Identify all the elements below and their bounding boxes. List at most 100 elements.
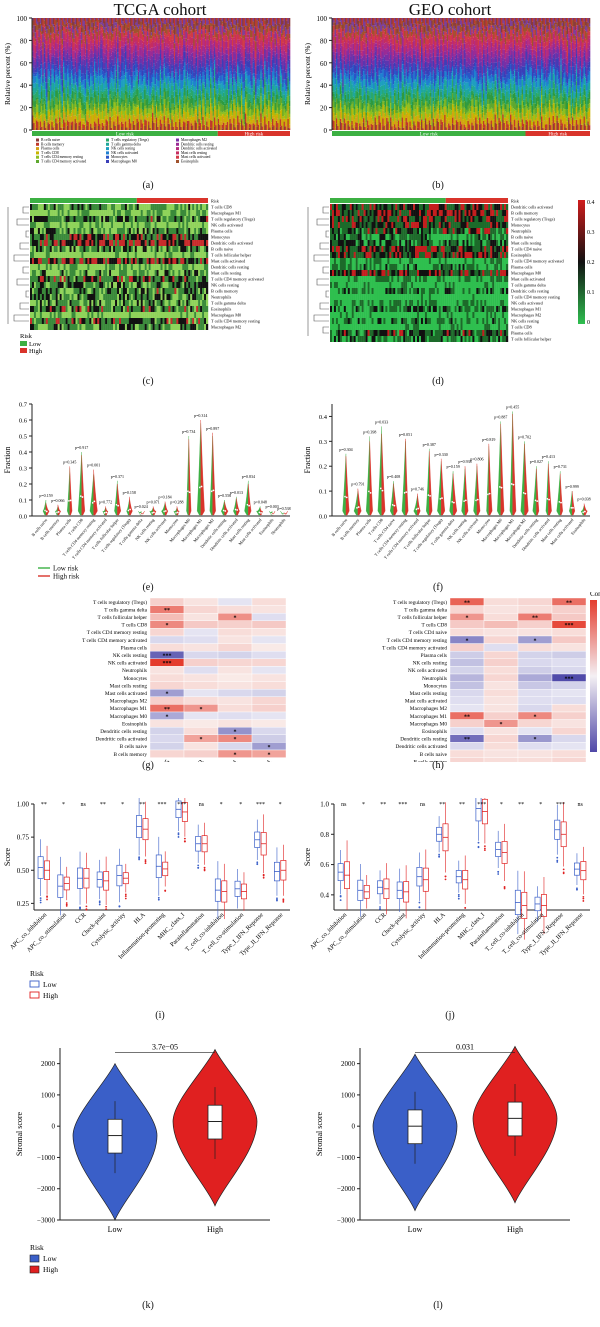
bar-segment <box>148 116 150 122</box>
bar-segment <box>79 81 82 87</box>
bar-segment <box>220 55 222 64</box>
bar-segment <box>77 41 79 50</box>
bar-segment <box>135 68 137 78</box>
bar-segment <box>224 47 226 54</box>
bar-segment <box>93 26 96 30</box>
bar-segment <box>277 99 279 108</box>
bar-segment <box>75 18 78 27</box>
bar-segment <box>234 118 237 128</box>
bar-segment <box>264 20 266 25</box>
bar-segment <box>106 50 109 60</box>
bar-segment <box>260 113 262 123</box>
bar-segment <box>140 21 142 28</box>
bar-segment <box>359 45 361 51</box>
bar-segment <box>344 36 347 41</box>
bar-segment <box>140 27 142 34</box>
bar-segment <box>148 103 150 106</box>
bar-segment <box>369 23 371 28</box>
bar-segment <box>282 97 284 104</box>
bar-segment <box>351 60 353 66</box>
bar-segment <box>53 57 56 65</box>
bar-segment <box>210 98 212 104</box>
bar-segment <box>199 96 202 101</box>
bar-segment <box>137 114 140 122</box>
bar-segment <box>105 94 108 101</box>
bar-segment <box>347 77 350 83</box>
bar-segment <box>146 94 149 99</box>
bar-segment <box>146 80 149 86</box>
bar-segment <box>145 116 148 121</box>
bar-segment <box>100 75 102 85</box>
bar-segment <box>208 99 211 105</box>
bar-segment <box>150 104 153 110</box>
bar-segment <box>186 39 189 45</box>
bar-segment <box>32 109 34 112</box>
bar-segment <box>81 27 83 33</box>
bar-segment <box>131 18 133 26</box>
bar-segment <box>211 53 213 56</box>
bar-segment <box>173 114 176 122</box>
bar-segment <box>73 115 75 123</box>
bar-segment <box>374 91 377 94</box>
bar-segment <box>141 70 144 77</box>
bar-segment <box>150 67 153 75</box>
bar-segment <box>37 18 39 22</box>
bar-segment <box>139 18 141 21</box>
legend-swatch <box>176 142 179 146</box>
bar-segment <box>200 100 203 108</box>
bar-segment <box>335 18 338 25</box>
bar-segment <box>123 121 126 130</box>
bar-segment <box>339 21 342 27</box>
bar-segment <box>370 39 373 49</box>
bar-segment <box>173 55 176 61</box>
bar-segment <box>369 102 371 105</box>
bar-segment <box>237 102 239 107</box>
bar-segment <box>337 67 339 76</box>
bar-segment <box>150 82 153 88</box>
bar-segment <box>199 105 202 113</box>
bar-segment <box>172 91 175 98</box>
bar-segment <box>368 85 370 89</box>
bar-segment <box>53 41 56 50</box>
bar-segment <box>369 65 371 73</box>
bar-segment <box>225 54 228 62</box>
bar-segment <box>75 73 78 76</box>
bar-segment <box>131 98 133 103</box>
bar-segment <box>144 23 146 28</box>
bar-segment <box>202 25 204 28</box>
bar-segment <box>339 38 342 44</box>
bar-segment <box>256 74 259 80</box>
bar-segment <box>79 108 82 114</box>
bar-segment <box>362 60 365 66</box>
bar-segment <box>115 27 118 37</box>
bar-segment <box>33 117 35 121</box>
bar-segment <box>118 96 121 103</box>
bar-segment <box>123 118 126 122</box>
bar-segment <box>248 67 251 75</box>
bar-segment <box>148 35 150 44</box>
bar-segment <box>228 55 230 62</box>
bar-segment <box>337 80 339 85</box>
bar-segment <box>266 71 269 80</box>
bar-segment <box>74 18 77 25</box>
bar-segment <box>106 86 109 91</box>
bar-segment <box>344 91 347 95</box>
bar-segment <box>83 67 86 76</box>
bar-segment <box>154 113 157 118</box>
bar-segment <box>337 94 339 99</box>
bar-segment <box>197 94 199 97</box>
bar-segment <box>257 51 260 60</box>
bar-segment <box>88 104 91 108</box>
bar-segment <box>246 31 248 35</box>
bar-segment <box>217 80 220 85</box>
bar-segment <box>87 104 90 110</box>
bar-segment <box>84 65 87 74</box>
bar-segment <box>352 128 355 130</box>
bar-segment <box>247 45 250 52</box>
bar-segment <box>65 26 68 29</box>
bar-segment <box>42 86 44 90</box>
bar-segment <box>159 26 162 35</box>
bar-segment <box>234 25 237 32</box>
bar-segment <box>119 75 122 78</box>
